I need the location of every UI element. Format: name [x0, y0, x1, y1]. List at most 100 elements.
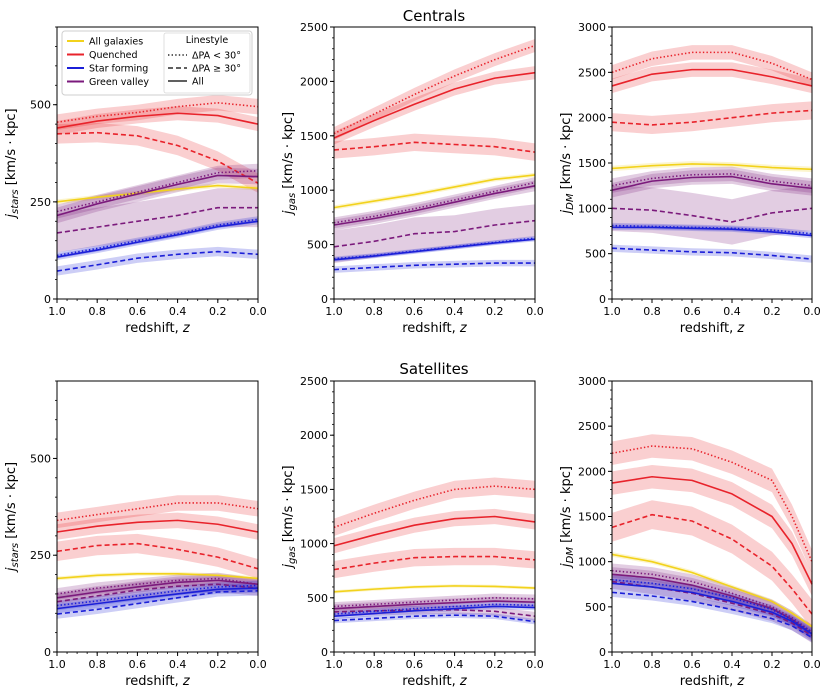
series-band	[57, 122, 258, 193]
series-line-quenched-dotted	[56, 502, 259, 522]
series-band	[612, 552, 812, 629]
series-band	[334, 547, 535, 579]
series-line-star-forming-dashed	[56, 250, 259, 272]
legend-linestyle-label: ΔPA < 30°	[192, 51, 241, 62]
x-tick-label: 0.8	[88, 305, 106, 318]
series-band	[57, 106, 258, 136]
series-line-star-forming-dotted	[56, 584, 259, 607]
x-tick-label: 0.4	[723, 658, 741, 671]
series-line-quenched-solid	[611, 475, 813, 585]
series-line-quenched-dashed	[333, 555, 536, 571]
series-band	[612, 244, 812, 263]
series-line-star-forming-solid	[56, 587, 259, 610]
legend-linestyle-label: ΔPA ≥ 30°	[192, 64, 241, 75]
series-line-quenched-dashed	[333, 141, 536, 153]
x-axis-label: redshift, z	[125, 674, 191, 689]
x-tick-label: 0.8	[643, 305, 661, 318]
legend: All galaxies Quenched Star forming Green va…	[61, 30, 253, 96]
y-axis-label: jstars [km/s · kpc]	[4, 108, 21, 219]
y-tick-label: 1000	[300, 538, 328, 551]
x-axis-label: redshift, z	[680, 321, 746, 336]
x-tick-label: 0.0	[803, 658, 821, 671]
x-axis-label: redshift, z	[402, 674, 468, 689]
series-line-all-galaxies-solid	[56, 184, 259, 203]
legend-label: Quenched	[89, 50, 137, 61]
series-line-star-forming-dashed	[333, 262, 535, 271]
series-band	[57, 586, 258, 619]
x-tick-label: 0.4	[446, 305, 464, 318]
series-band	[612, 434, 812, 574]
y-tick-label: 2000	[300, 75, 328, 88]
x-tick-label: 0.2	[763, 305, 781, 318]
series-band	[612, 500, 812, 629]
y-tick-label: 1000	[300, 184, 328, 197]
series-line-green-valley-dashed	[56, 206, 258, 234]
series-line-green-valley-dotted	[611, 173, 813, 187]
x-tick-label: 1.0	[325, 658, 343, 671]
series-band	[334, 177, 535, 229]
legend-linestyle-label: All	[192, 77, 204, 88]
series-line-green-valley-solid	[56, 174, 259, 217]
x-tick-label: 0.2	[486, 305, 504, 318]
series-band	[57, 167, 258, 224]
series-line-quenched-solid	[56, 112, 259, 129]
series-band	[612, 166, 812, 193]
series-line-star-forming-dashed	[333, 614, 536, 623]
series-band	[57, 571, 258, 581]
y-tick-label: 500	[585, 248, 606, 261]
series-line-quenched-dotted	[611, 445, 813, 562]
series-band	[334, 259, 535, 273]
series-line-quenched-solid	[611, 68, 813, 87]
series-line-green-valley-dashed	[611, 207, 813, 223]
series-line-star-forming-dotted	[611, 224, 813, 235]
series-band	[334, 204, 535, 264]
series-band	[334, 133, 535, 161]
series-line-green-valley-dashed	[333, 219, 536, 248]
series-line-quenched-dashed	[56, 542, 259, 570]
x-tick-label: 0.8	[365, 305, 383, 318]
series-line-star-forming-dotted	[333, 603, 536, 615]
y-axis-label: jgas [km/s · kpc]	[281, 465, 298, 569]
series-line-green-valley-solid	[611, 573, 813, 635]
x-tick-label: 0.6	[683, 305, 701, 318]
y-axis-label: jgas [km/s · kpc]	[281, 112, 298, 216]
panel-satellites-stars: 0 250 500 1.0 0.8 0.6 0.4 0.2 0.0 redshift, z jsta…	[4, 380, 267, 689]
series-band	[612, 575, 812, 637]
y-tick-label: 1500	[300, 483, 328, 496]
series-band	[57, 188, 258, 253]
y-tick-label: 2000	[300, 429, 328, 442]
x-tick-label: 0.4	[169, 658, 187, 671]
x-tick-label: 0.6	[129, 305, 147, 318]
y-tick-label: 2500	[578, 66, 606, 79]
series-line-green-valley-solid	[611, 175, 813, 191]
series-line-quenched-solid	[333, 515, 536, 547]
series-line-star-forming-dashed	[56, 590, 259, 615]
y-tick-label: 2500	[300, 21, 328, 34]
x-tick-label: 1.0	[603, 305, 621, 318]
y-axis-label: jstars [km/s · kpc]	[4, 462, 21, 573]
series-band	[57, 533, 258, 579]
series-line-quenched-dashed	[611, 109, 813, 126]
series-line-quenched-dotted	[56, 101, 259, 123]
x-tick-label: 0.4	[723, 305, 741, 318]
series-band	[612, 563, 812, 640]
series-line-quenched-solid	[333, 71, 536, 139]
series-line-star-forming-solid	[333, 238, 536, 261]
panel-satellites-dm: 0 500 1000 1500 2000 2500 3000 1.0 0.8 0.6 0.4 0.2 0…	[559, 375, 821, 689]
linestyle-title: Linestyle	[186, 35, 229, 46]
x-tick-label: 0.0	[526, 658, 544, 671]
panel-satellites-gas: 0 500 1000 1500 2000 2500 1.0 0.8 0.6 0.4 0.2 0.0 re…	[281, 375, 544, 689]
series-line-star-forming-solid	[612, 226, 813, 237]
x-tick-label: 0.2	[209, 658, 227, 671]
x-tick-label: 0.0	[249, 658, 267, 671]
series-band	[612, 465, 812, 596]
y-tick-label: 250	[30, 196, 51, 209]
series-line-green-valley-solid	[56, 579, 259, 599]
series-band	[57, 512, 258, 540]
x-tick-label: 0.6	[406, 658, 424, 671]
x-tick-label: 0.4	[169, 305, 187, 318]
series-line-star-forming-dashed	[611, 591, 813, 639]
x-tick-label: 0.6	[406, 305, 424, 318]
y-tick-label: 2000	[578, 112, 606, 125]
x-tick-label: 1.0	[603, 658, 621, 671]
